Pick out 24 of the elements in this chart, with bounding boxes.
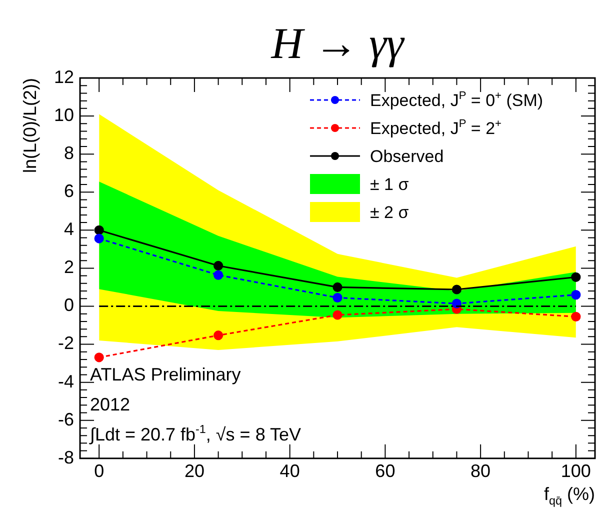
x-tick-label: 80 bbox=[470, 461, 491, 482]
x-tick-label: 60 bbox=[375, 461, 396, 482]
legend-label: ± 2 σ bbox=[370, 203, 410, 222]
y-tick-label: 0 bbox=[64, 295, 74, 316]
annotation: ATLAS Preliminary bbox=[90, 364, 241, 384]
y-tick-label: 12 bbox=[54, 66, 74, 87]
y-tick-label: -8 bbox=[58, 447, 74, 468]
y-axis-title: ln(L(0)/L(2)) bbox=[20, 78, 40, 174]
x-tick-label: 40 bbox=[280, 461, 300, 482]
y-tick-label: 4 bbox=[64, 219, 74, 240]
annotation: 2012 bbox=[90, 394, 130, 414]
y-tick-label: 6 bbox=[64, 181, 74, 202]
x-tick-label: 20 bbox=[184, 461, 204, 482]
y-tick-label: 10 bbox=[54, 105, 74, 126]
chart-title: H → γγ bbox=[270, 19, 406, 68]
y-tick-label: 8 bbox=[64, 143, 74, 164]
y-tick-label: -4 bbox=[58, 371, 74, 392]
legend-label: ± 1 σ bbox=[370, 175, 410, 194]
y-tick-label: -2 bbox=[58, 333, 74, 354]
x-tick-label: 0 bbox=[94, 461, 104, 482]
y-tick-label: 2 bbox=[64, 257, 74, 278]
x-tick-label: 100 bbox=[560, 461, 591, 482]
y-tick-label: -6 bbox=[58, 409, 74, 430]
legend-label: Observed bbox=[370, 147, 444, 166]
